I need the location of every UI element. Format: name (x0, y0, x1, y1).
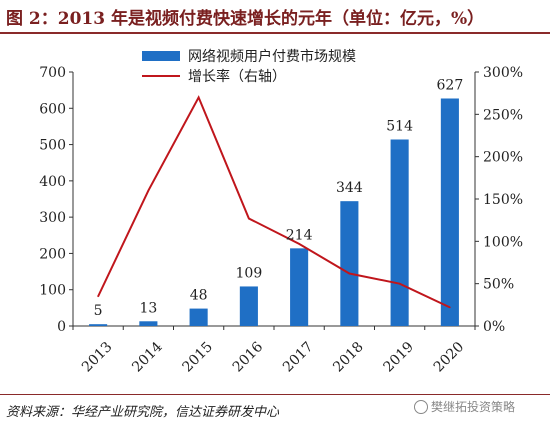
x-tick-label: 2017 (280, 339, 317, 376)
bar-value-label: 627 (437, 77, 464, 93)
y-left-tick-label: 700 (39, 65, 66, 81)
data-labels: 5 13 48 109 214 344 514 627 (94, 77, 464, 319)
legend-line-label: 增长率（右轴） (188, 68, 286, 85)
growth-rate-point (449, 306, 451, 309)
bar-value-label: 214 (286, 227, 313, 243)
line-series (97, 95, 451, 309)
x-tick-label: 2014 (129, 339, 166, 376)
bar-value-label: 109 (236, 265, 263, 281)
x-tick-label: 2013 (79, 339, 116, 376)
x-tick-label: 2016 (230, 339, 267, 376)
legend-bar-swatch (142, 51, 180, 61)
bar (139, 321, 158, 326)
watermark: 樊继拓投资策略 (414, 398, 515, 415)
y-right-tick-label: 0% (483, 319, 505, 335)
bar-value-label: 13 (139, 300, 157, 316)
growth-rate-point (147, 189, 150, 192)
bar-value-label: 344 (336, 180, 363, 196)
bar-series (89, 98, 459, 326)
y-left-tick-label: 600 (39, 101, 66, 117)
bar-value-label: 514 (386, 118, 413, 134)
watermark-text: 樊继拓投资策略 (431, 400, 516, 414)
y-right-tick-label: 200% (483, 150, 523, 166)
bar (290, 248, 309, 326)
legend-bar-label: 网络视频用户付费市场规模 (188, 48, 356, 65)
y-left-tick-label: 0 (57, 319, 66, 335)
y-left-tick-label: 300 (39, 210, 66, 226)
y-left-tick-label: 200 (39, 246, 66, 262)
y-left-tick-label: 500 (39, 138, 66, 154)
chart-title: 图 2：2013 年是视频付费快速增长的元年（单位：亿元，%） (6, 9, 485, 29)
y-right-tick-label: 150% (483, 192, 523, 208)
bar-value-label: 48 (190, 288, 208, 304)
source-note: 资料来源：华经产业研究院，信达证券研发中心 (6, 405, 280, 420)
y-right-tick-label: 100% (483, 234, 523, 250)
growth-rate-point (348, 272, 351, 275)
x-tick-label: 2020 (431, 339, 468, 376)
growth-rate-point (298, 243, 300, 245)
y-right-tick-label: 300% (483, 65, 523, 81)
bar (239, 286, 258, 326)
y-left-tick-label: 100 (39, 283, 66, 299)
bar (390, 139, 409, 326)
growth-rate-point (97, 295, 99, 298)
growth-rate-point (248, 217, 250, 220)
bar (89, 324, 108, 326)
y-right-tick-label: 50% (483, 277, 514, 293)
bar (340, 201, 359, 326)
growth-rate-point (197, 96, 200, 99)
title-divider (0, 32, 550, 34)
bar (189, 308, 208, 326)
x-tick-label: 2015 (180, 339, 217, 376)
y-left-tick-label: 400 (39, 174, 66, 190)
bar-value-label: 5 (94, 303, 103, 319)
y-right-tick-label: 250% (483, 107, 523, 123)
x-tick-label: 2019 (381, 339, 418, 376)
bar (440, 98, 459, 326)
growth-rate-line (97, 95, 451, 309)
x-tick-label: 2018 (330, 339, 367, 376)
growth-rate-point (398, 282, 401, 285)
chart: 0 100 200 300 400 500 600 700 0% 50% 100% 150% 200% 2… (39, 48, 523, 376)
source-divider (0, 394, 550, 395)
wechat-icon (414, 400, 428, 414)
